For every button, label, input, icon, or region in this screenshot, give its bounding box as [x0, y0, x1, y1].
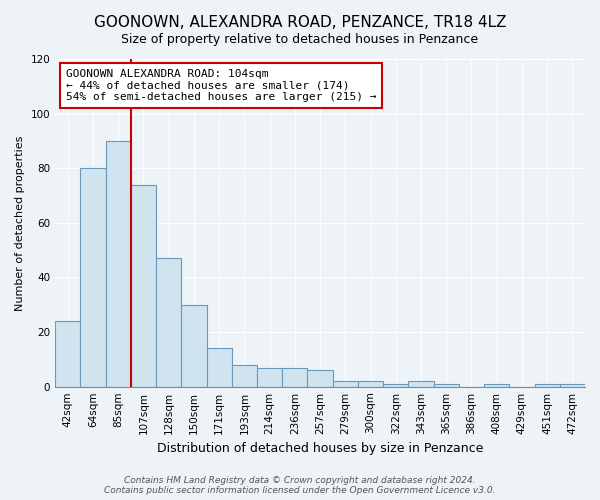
- Text: GOONOWN ALEXANDRA ROAD: 104sqm
← 44% of detached houses are smaller (174)
54% of: GOONOWN ALEXANDRA ROAD: 104sqm ← 44% of …: [66, 69, 376, 102]
- Bar: [55, 321, 80, 386]
- Bar: [80, 168, 106, 386]
- Bar: [535, 384, 560, 386]
- Bar: [181, 305, 206, 386]
- Y-axis label: Number of detached properties: Number of detached properties: [15, 135, 25, 310]
- X-axis label: Distribution of detached houses by size in Penzance: Distribution of detached houses by size …: [157, 442, 483, 455]
- Bar: [131, 184, 156, 386]
- Bar: [409, 381, 434, 386]
- Bar: [560, 384, 585, 386]
- Bar: [206, 348, 232, 387]
- Bar: [358, 381, 383, 386]
- Bar: [484, 384, 509, 386]
- Text: Contains HM Land Registry data © Crown copyright and database right 2024.
Contai: Contains HM Land Registry data © Crown c…: [104, 476, 496, 495]
- Bar: [257, 368, 282, 386]
- Text: Size of property relative to detached houses in Penzance: Size of property relative to detached ho…: [121, 32, 479, 46]
- Text: GOONOWN, ALEXANDRA ROAD, PENZANCE, TR18 4LZ: GOONOWN, ALEXANDRA ROAD, PENZANCE, TR18 …: [94, 15, 506, 30]
- Bar: [232, 365, 257, 386]
- Bar: [282, 368, 307, 386]
- Bar: [383, 384, 409, 386]
- Bar: [434, 384, 459, 386]
- Bar: [106, 141, 131, 386]
- Bar: [307, 370, 332, 386]
- Bar: [156, 258, 181, 386]
- Bar: [332, 381, 358, 386]
